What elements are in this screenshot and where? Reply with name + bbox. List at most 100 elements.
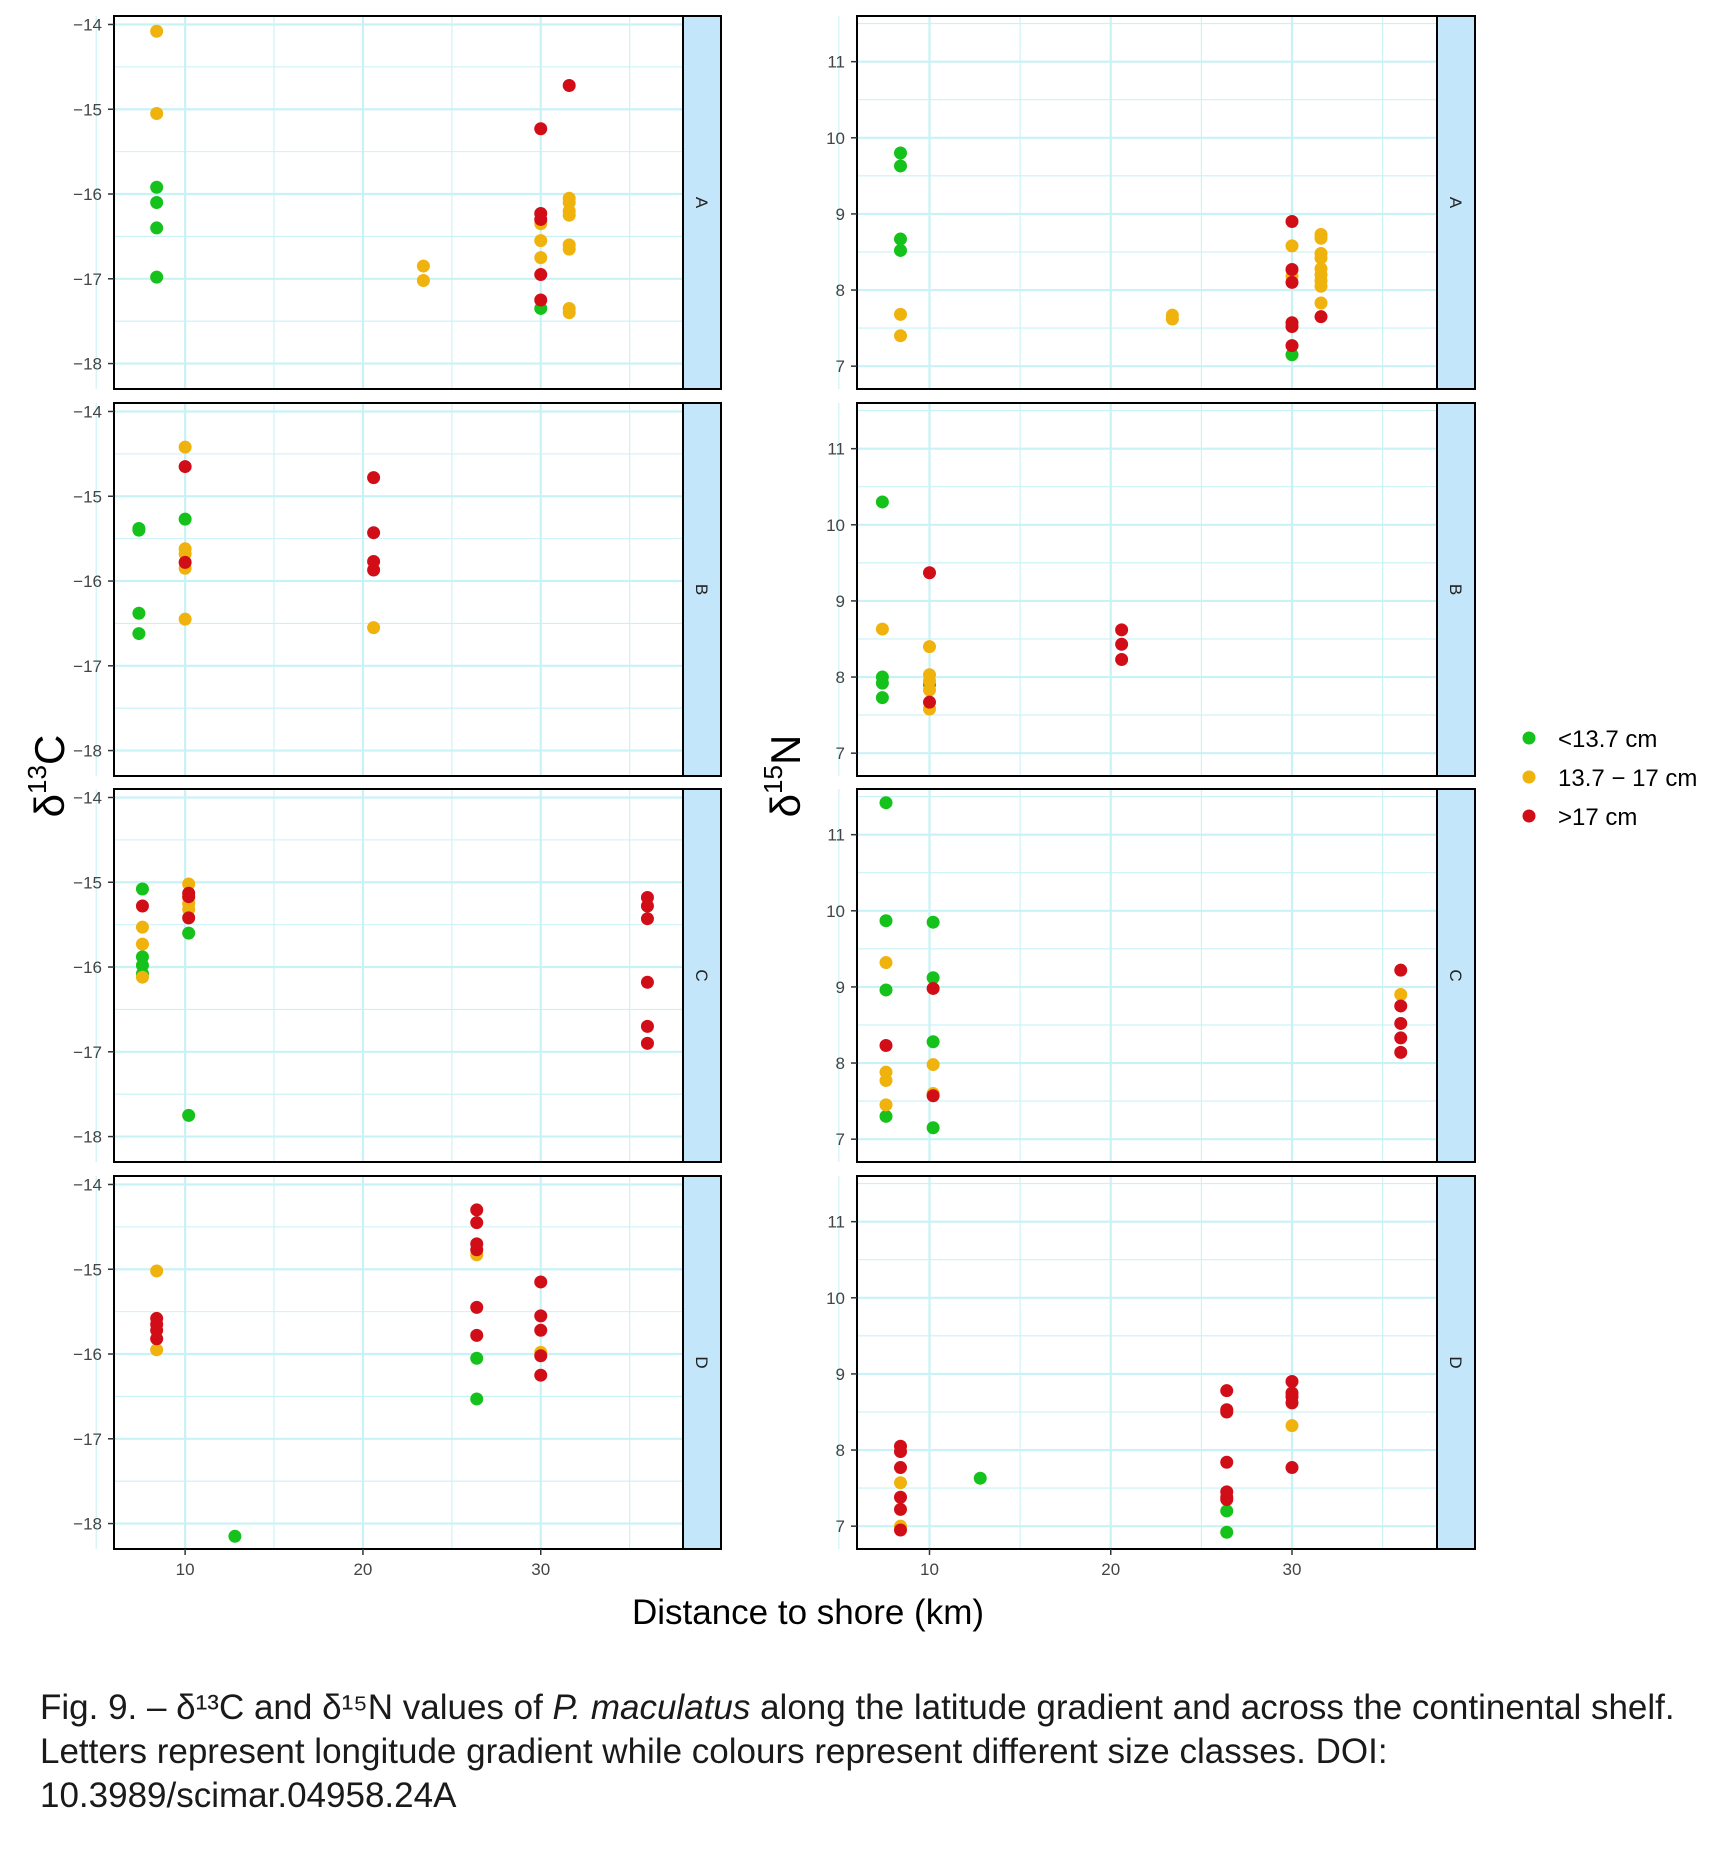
facet-strip-label: A	[692, 197, 711, 209]
y-tick-label: 11	[827, 53, 845, 72]
data-point-large	[1115, 623, 1129, 637]
data-point-small	[894, 159, 907, 173]
y-tick-label: 11	[827, 440, 845, 459]
data-point-large	[367, 526, 381, 540]
d15n-panel-a: 7 8 9 10 11 A	[826, 15, 1476, 390]
data-point-small	[1220, 1504, 1234, 1518]
data-point-medium	[562, 208, 576, 222]
data-point-small	[150, 221, 164, 235]
y-tick-label: −14	[73, 402, 102, 421]
data-point-large	[1314, 310, 1328, 324]
x-tick-label: 30	[531, 1560, 550, 1579]
y-tick-label: 9	[836, 978, 845, 997]
data-point-large	[1115, 653, 1129, 667]
data-point-large	[135, 899, 149, 913]
data-point-large	[894, 1461, 907, 1475]
data-point-small	[132, 627, 146, 641]
data-point-medium	[416, 259, 430, 273]
data-point-large	[640, 1036, 654, 1050]
y-tick-label: −16	[73, 1345, 102, 1364]
data-point-medium	[135, 970, 149, 984]
facet-strip-label: D	[692, 1356, 711, 1368]
y-title-element: N	[762, 735, 809, 765]
data-point-large	[1285, 1396, 1299, 1410]
data-point-medium	[1314, 251, 1328, 265]
grid-lines	[95, 1176, 683, 1549]
data-point-medium	[416, 273, 430, 287]
data-point-small	[926, 1121, 940, 1135]
data-point-large	[1394, 963, 1408, 977]
grid-lines	[838, 16, 1437, 389]
y-tick-label: 8	[836, 1054, 845, 1073]
d13c-panel-c: −14 −15 −16 −17 −18 C	[73, 788, 722, 1163]
y-tick-label: −14	[73, 1175, 102, 1194]
y-tick-label: 11	[827, 1213, 845, 1232]
facet-strip-label: C	[692, 969, 711, 981]
y-tick-label: 7	[836, 744, 845, 763]
data-point-large	[923, 566, 936, 580]
data-point-small	[150, 196, 164, 209]
y-tick-label: −15	[73, 100, 102, 119]
grid-lines	[95, 16, 683, 389]
data-point-large	[1285, 275, 1299, 289]
d15n-panel-d: 7 8 9 10 11 D 10 20 30	[826, 1175, 1476, 1579]
data-point-medium	[1285, 239, 1299, 253]
x-tick-label: 20	[1101, 1560, 1120, 1579]
y-tick-label: −18	[73, 355, 102, 374]
data-point-small	[470, 1392, 484, 1406]
data-point-large	[1220, 1384, 1234, 1398]
y-title-delta: δ	[26, 794, 73, 817]
data-point-large	[534, 293, 548, 307]
data-point-large	[534, 212, 548, 226]
data-point-medium	[562, 306, 576, 320]
x-axis-title: Distance to shore (km)	[632, 1593, 984, 1632]
data-point-medium	[894, 1476, 907, 1490]
legend: <13.7 cm 13.7 − 17 cm >17 cm	[1522, 726, 1697, 831]
panel-border	[856, 402, 1438, 777]
facet-strip	[682, 402, 722, 777]
data-point-medium	[150, 106, 164, 120]
y-title-element: C	[26, 735, 73, 765]
d13c-panel-b: −14 −15 −16 −17 −18 B	[73, 402, 722, 777]
d13c-panel-d: −14 −15 −16 −17 −18 D 10 20 30	[73, 1175, 722, 1579]
y-tick-label: −15	[73, 487, 102, 506]
panel-border	[113, 1175, 684, 1550]
data-point-large	[182, 911, 196, 925]
d15n-y-axis-title: δ15N	[758, 735, 809, 818]
x-tick-label: 10	[920, 1560, 939, 1579]
y-title-delta: δ	[762, 794, 809, 817]
x-tick-label: 20	[353, 1560, 372, 1579]
panel-border	[113, 402, 684, 777]
data-point-medium	[1314, 296, 1328, 310]
y-title-isotope-mass: 15	[758, 765, 788, 794]
data-point-medium	[178, 440, 192, 454]
data-point-large	[150, 1332, 164, 1346]
facet-strip	[1436, 402, 1476, 777]
grid-lines	[95, 403, 683, 776]
data-point-small	[182, 1108, 196, 1122]
d15n-panel-c: 7 8 9 10 11 C	[826, 788, 1476, 1163]
data-point-large	[534, 268, 548, 282]
data-point-small	[875, 495, 889, 509]
data-point-small	[879, 914, 893, 928]
facet-strip	[682, 15, 722, 390]
data-point-large	[1220, 1493, 1234, 1507]
data-point-large	[640, 899, 654, 913]
y-tick-label: 10	[826, 516, 845, 535]
data-point-small	[228, 1529, 242, 1543]
data-point-large	[640, 1019, 654, 1033]
y-tick-label: −16	[73, 958, 102, 977]
data-point-small	[879, 983, 893, 997]
data-point-medium	[923, 683, 936, 697]
data-point-large	[894, 1490, 907, 1504]
data-point-large	[879, 1039, 893, 1053]
data-point-medium	[879, 1074, 893, 1088]
data-point-small	[926, 1035, 940, 1049]
facet-strip	[1436, 1175, 1476, 1550]
data-point-medium	[923, 674, 936, 688]
y-tick-label: −16	[73, 572, 102, 591]
y-tick-label: 11	[827, 826, 845, 845]
data-point-large	[1285, 1461, 1299, 1475]
data-point-small	[894, 243, 907, 257]
data-point-small	[894, 232, 907, 246]
